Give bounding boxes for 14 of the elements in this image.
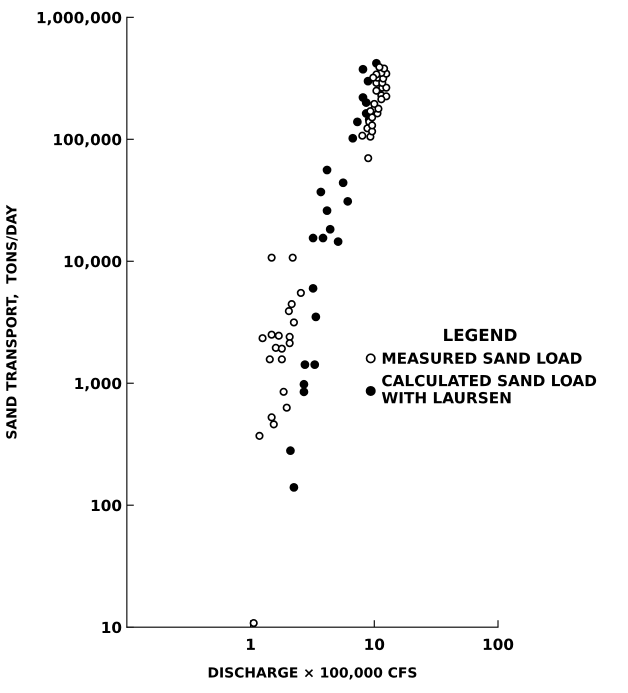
legend-label: MEASURED SAND LOAD [382,352,582,364]
x-tick-label: 1 [246,638,255,650]
y-tick-label: 1,000,000 [38,12,122,26]
legend-label: CALCULATED SAND LOAD WITH LAURSEN [382,374,596,404]
x-axis-title: DISCHARGE × 100,000 CFS [208,667,416,680]
y-axis-title: SAND TRANSPORT, TONS/DAY [6,204,18,439]
y-tick-label: 10,000 [64,256,122,270]
legend-title: LEGEND [444,328,517,342]
y-tick-label: 10 [102,622,122,634]
y-tick-label: 1,000 [75,378,122,392]
y-tick-label: 100 [92,500,122,512]
x-tick-label: 100 [484,638,514,650]
y-tick-label: 100,000 [54,134,122,148]
x-tick-label: 10 [365,638,384,650]
